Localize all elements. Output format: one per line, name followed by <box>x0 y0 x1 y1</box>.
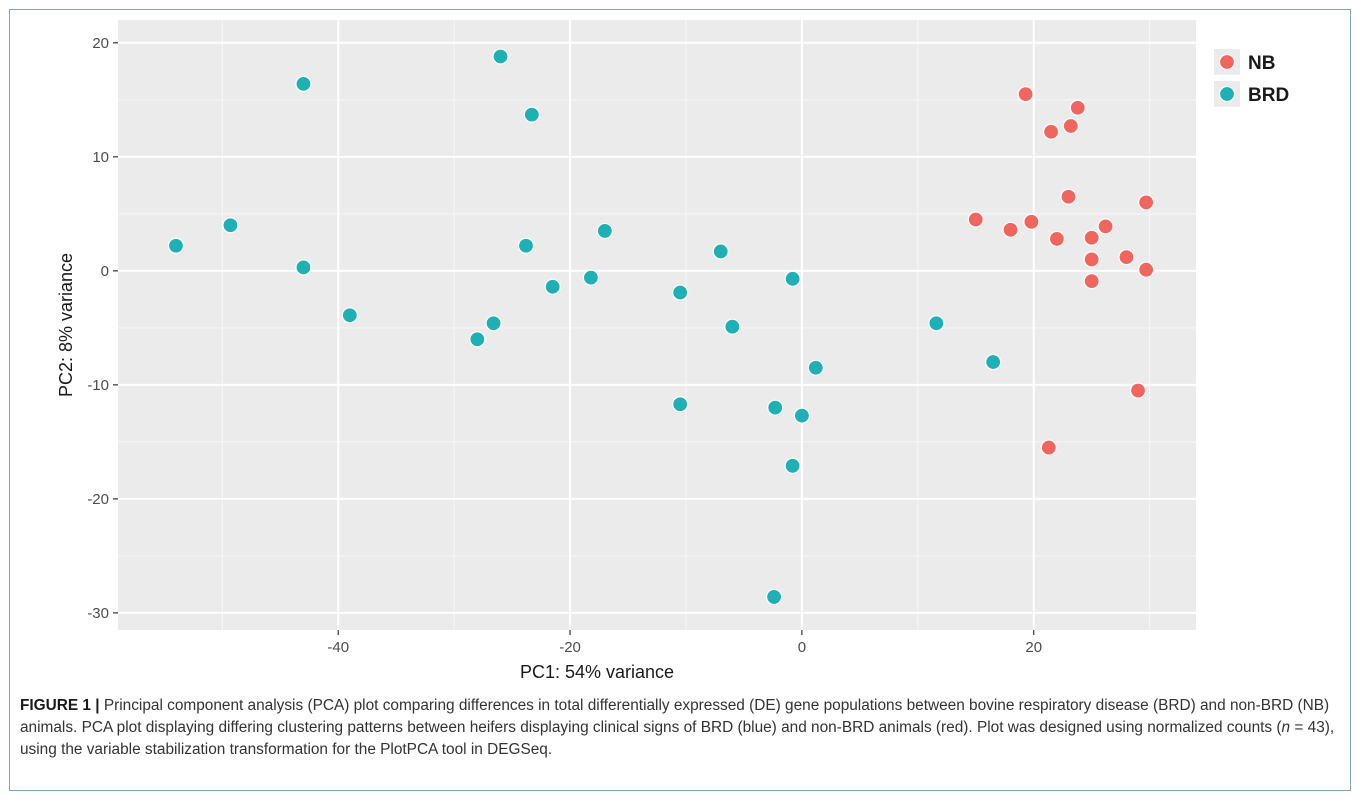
point-nb <box>1048 230 1066 248</box>
point-brd <box>724 318 741 335</box>
point-brd <box>765 588 783 606</box>
point-nb <box>1083 273 1100 290</box>
point-brd <box>469 331 486 348</box>
point-brd <box>582 269 600 286</box>
point-brd <box>784 270 801 287</box>
point-brd <box>222 217 239 234</box>
point-nb <box>1097 218 1114 235</box>
minor-gridlines <box>118 20 1196 630</box>
y-tick-label: -10 <box>87 377 109 394</box>
x-tick-label: -40 <box>327 639 349 656</box>
point-brd <box>928 315 945 332</box>
point-nb <box>1138 194 1155 211</box>
point-brd <box>517 237 535 254</box>
point-nb <box>1060 188 1077 205</box>
point-nb <box>1043 123 1060 140</box>
point-nb <box>1017 86 1034 103</box>
caption-text-1: Principal component analysis (PCA) plot … <box>20 697 1330 736</box>
point-nb <box>1023 213 1040 230</box>
x-tick-label: 20 <box>1025 639 1042 656</box>
legend: NB BRD <box>1204 44 1304 120</box>
y-tick-label: 0 <box>101 263 109 280</box>
point-brd <box>544 278 561 295</box>
point-brd <box>985 353 1002 371</box>
point-nb <box>1040 439 1057 456</box>
point-brd <box>167 237 185 254</box>
legend-swatch-nb <box>1218 53 1236 71</box>
point-nb <box>1129 382 1147 399</box>
legend-label-brd: BRD <box>1248 85 1289 106</box>
caption-n-symbol: n <box>1281 719 1291 736</box>
point-nb <box>1069 99 1086 116</box>
y-tick-label: 10 <box>92 149 109 166</box>
y-axis-label: PC2: 8% variance <box>56 253 76 397</box>
point-brd <box>295 259 312 276</box>
figure-caption: FIGURE 1 | Principal component analysis … <box>20 695 1338 761</box>
point-nb <box>1083 229 1100 246</box>
point-brd <box>596 222 613 240</box>
point-brd <box>784 457 801 474</box>
pca-scatter-plot: -40 -20 0 20 20 10 0 -10 -20 -30 PC1: 54% varianc… <box>56 20 1304 682</box>
point-nb <box>1083 251 1100 268</box>
point-nb <box>1118 249 1135 266</box>
y-tick-label: -20 <box>87 491 109 508</box>
point-nb <box>967 211 984 228</box>
x-tick-label: -20 <box>559 639 581 656</box>
point-brd <box>793 407 810 424</box>
data-points <box>167 48 1155 606</box>
point-brd <box>341 307 358 324</box>
point-brd <box>712 243 729 260</box>
point-brd <box>485 315 502 332</box>
y-tick-label: -30 <box>87 605 109 622</box>
point-nb <box>1002 221 1019 238</box>
x-axis-label: PC1: 54% variance <box>520 662 674 682</box>
x-tick-label: 0 <box>798 639 806 656</box>
legend-label-nb: NB <box>1248 53 1275 74</box>
legend-swatch-brd <box>1218 85 1236 103</box>
point-brd <box>492 48 509 65</box>
y-tick-label: 20 <box>92 35 109 52</box>
point-nb <box>1062 117 1079 135</box>
point-brd <box>523 106 540 123</box>
point-nb <box>1138 261 1155 278</box>
point-brd <box>672 284 689 301</box>
caption-text-2: = 43), using the variable stabilization … <box>20 719 1335 758</box>
axes: -40 -20 0 20 20 10 0 -10 -20 -30 <box>87 35 1042 656</box>
point-brd <box>295 75 312 92</box>
point-brd <box>767 399 784 416</box>
plot-panel <box>118 20 1196 630</box>
point-brd <box>672 396 689 413</box>
point-brd <box>807 359 824 376</box>
caption-label: FIGURE 1 | <box>20 697 100 714</box>
